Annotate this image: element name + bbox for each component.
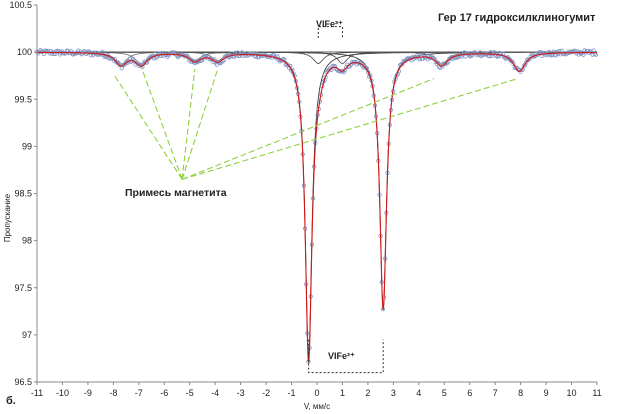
magnetite-pointer-line	[140, 67, 183, 180]
data-point	[210, 57, 215, 62]
data-point	[235, 50, 240, 55]
panel-label: б.	[6, 395, 16, 407]
data-point	[285, 63, 290, 68]
y-tick-label: 97	[22, 330, 32, 340]
magnetite-pointer-line	[181, 68, 219, 180]
data-point	[465, 51, 470, 56]
total-fit-curve	[36, 51, 597, 364]
x-tick-label: 2	[365, 388, 370, 398]
x-tick-label: 11	[592, 388, 601, 398]
data-point	[506, 56, 512, 61]
y-axis-label: Пропускание	[3, 193, 12, 242]
magnetite-pointer-line	[181, 77, 519, 180]
magnetite-pointer-line	[181, 78, 435, 180]
x-tick-label: -3	[237, 388, 245, 398]
x-tick-label: 0	[314, 388, 319, 398]
data-point	[135, 61, 140, 66]
data-point	[570, 49, 576, 54]
y-tick-label: 98.5	[14, 189, 32, 199]
data-point	[510, 59, 515, 64]
magnetite-pointer-line	[112, 73, 183, 180]
x-tick-label: -2	[262, 388, 270, 398]
x-tick-label: -5	[186, 388, 194, 398]
data-point	[365, 70, 371, 75]
x-tick-label: -11	[31, 388, 43, 398]
y-tick-label: 99	[22, 141, 32, 151]
x-axis-label: V, мм/с	[304, 402, 330, 411]
data-point	[134, 60, 139, 65]
data-point	[175, 54, 180, 60]
data-point	[473, 51, 478, 56]
fe2-component-curve	[37, 51, 597, 309]
chart-title: Гер 17 гидроксилклиногумит	[438, 12, 596, 24]
x-tick-label: 6	[467, 388, 472, 398]
fe2-annotation: VIFe²⁺	[328, 351, 355, 361]
data-point	[593, 52, 599, 57]
x-tick-label: -9	[84, 388, 92, 398]
data-point	[511, 61, 516, 66]
data-point	[84, 51, 89, 57]
fe3-annotation: VIFe³⁺	[316, 19, 343, 29]
x-tick-label: -6	[160, 388, 168, 398]
y-tick-label: 98	[22, 236, 32, 246]
fe3-bracket	[317, 26, 343, 38]
data-point	[113, 59, 119, 64]
x-tick-label: 10	[567, 388, 577, 398]
x-tick-label: -7	[135, 388, 143, 398]
x-tick-label: 1	[340, 388, 345, 398]
fe2-bracket	[308, 339, 384, 374]
x-tick-label: -10	[56, 388, 69, 398]
fe2-component-curve	[37, 51, 597, 358]
x-tick-label: 9	[544, 388, 549, 398]
x-tick-label: -8	[109, 388, 117, 398]
x-tick-label: -4	[211, 388, 219, 398]
x-tick-label: 4	[416, 388, 421, 398]
x-tick-label: 7	[493, 388, 498, 398]
magnetite-annotation: Примесь магнетита	[125, 187, 227, 199]
y-tick-label: 97.5	[14, 283, 32, 293]
y-tick-label: 100.5	[9, 0, 32, 10]
x-tick-label: 8	[518, 388, 523, 398]
y-tick-label: 99.5	[14, 94, 32, 104]
x-tick-label: -1	[288, 388, 296, 398]
spectrum-layer	[34, 47, 599, 364]
magnetite-pointer-line	[181, 69, 196, 180]
y-tick-label: 96.5	[14, 377, 32, 387]
x-tick-label: 3	[391, 388, 396, 398]
y-tick-label: 100	[17, 47, 32, 57]
x-tick-label: 5	[442, 388, 447, 398]
